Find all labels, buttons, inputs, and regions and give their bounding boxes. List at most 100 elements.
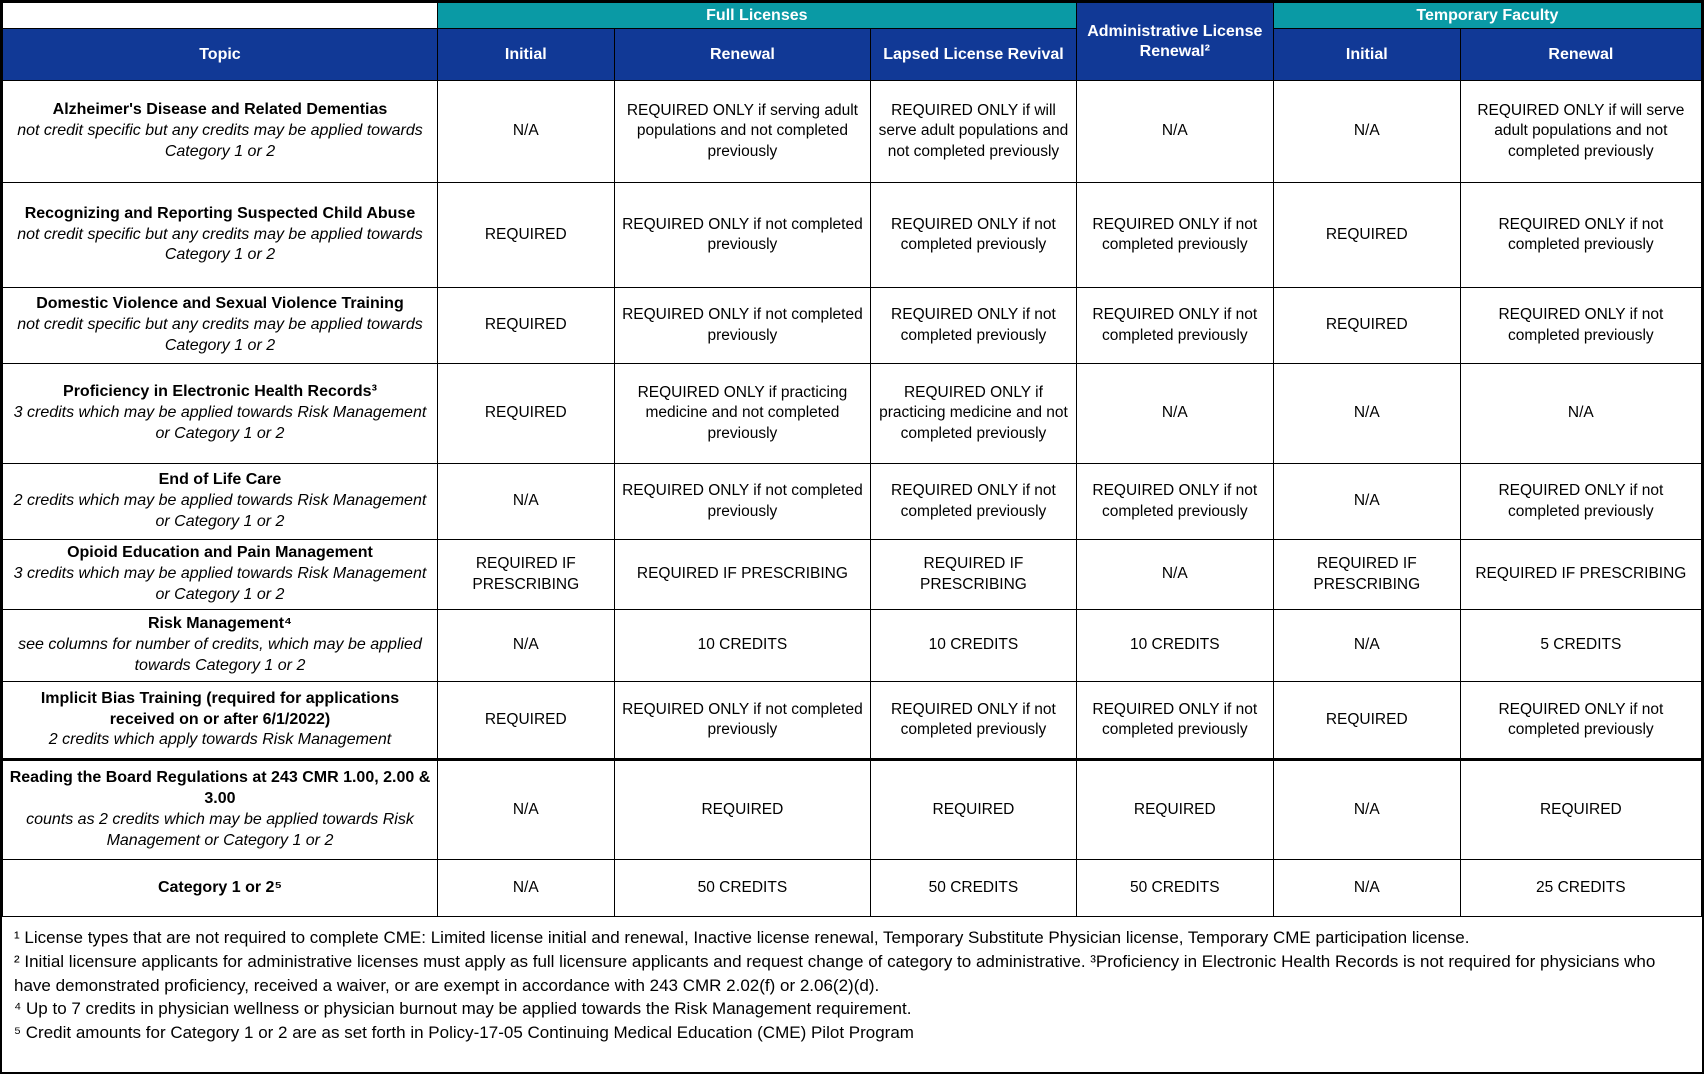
value-cell: REQUIRED [1272, 182, 1461, 288]
table-row-child-abuse: Recognizing and Reporting Suspected Chil… [2, 182, 1703, 288]
topic-cell: Proficiency in Electronic Health Records… [2, 363, 438, 464]
topic-cell: Recognizing and Reporting Suspected Chil… [2, 182, 438, 288]
value-cell: N/A [1272, 759, 1461, 860]
footnote-2-3: ² Initial licensure applicants for admin… [14, 951, 1656, 995]
value-cell: REQUIRED ONLY if not completed previousl… [1459, 681, 1703, 761]
value-cell: REQUIRED ONLY if practicing medicine and… [613, 363, 872, 464]
topic-subtitle: 2 credits which may be applied towards R… [13, 492, 427, 530]
value-cell: 10 CREDITS [870, 609, 1077, 682]
cme-requirements-table: Full Licenses Administrative License Ren… [2, 2, 1703, 917]
topic-title: Risk Management⁴ [147, 615, 292, 633]
topic-title: Proficiency in Electronic Health Records… [63, 383, 377, 401]
value-cell: REQUIRED [1272, 287, 1461, 364]
value-cell: 25 CREDITS [1459, 859, 1703, 917]
topic-subtitle: not credit specific but any credits may … [17, 122, 423, 160]
value-cell: N/A [1272, 363, 1461, 464]
value-cell: 50 CREDITS [870, 859, 1077, 917]
value-cell: 10 CREDITS [1075, 609, 1274, 682]
value-cell: N/A [1075, 363, 1274, 464]
value-cell: REQUIRED IF PRESCRIBING [436, 539, 615, 610]
value-cell: N/A [436, 463, 615, 540]
value-cell: 50 CREDITS [1075, 859, 1274, 917]
value-cell: REQUIRED IF PRESCRIBING [613, 539, 872, 610]
value-cell: 10 CREDITS [613, 609, 872, 682]
column-header-full-initial: Initial [436, 28, 615, 81]
value-cell: REQUIRED ONLY if not completed previousl… [1459, 463, 1703, 540]
table-row-category-1-or-2: Category 1 or 2⁵ N/A 50 CREDITS 50 CREDI… [2, 859, 1703, 917]
header-column-row: Topic Initial Renewal Lapsed License Rev… [2, 28, 1703, 81]
table-row-end-of-life-care: End of Life Care 2 credits which may be … [2, 463, 1703, 540]
value-cell: N/A [1272, 609, 1461, 682]
table-row-risk-management: Risk Management⁴ see columns for number … [2, 609, 1703, 682]
topic-title: Domestic Violence and Sexual Violence Tr… [36, 295, 404, 313]
value-cell: REQUIRED [1075, 759, 1274, 860]
topic-title: Alzheimer's Disease and Related Dementia… [52, 101, 388, 119]
topic-title: Implicit Bias Training (required for app… [40, 689, 400, 728]
value-cell: REQUIRED [1272, 681, 1461, 761]
value-cell: N/A [436, 759, 615, 860]
value-cell: 5 CREDITS [1459, 609, 1703, 682]
topic-subtitle: counts as 2 credits which may be applied… [26, 811, 414, 849]
topic-subtitle: not credit specific but any credits may … [17, 225, 423, 264]
topic-cell: Risk Management⁴ see columns for number … [2, 609, 438, 682]
corner-cell [2, 2, 438, 29]
topic-cell: Category 1 or 2⁵ [2, 859, 438, 917]
value-cell: REQUIRED ONLY if not completed previousl… [613, 287, 872, 364]
column-header-topic: Topic [2, 28, 438, 81]
value-cell: REQUIRED [1459, 759, 1703, 860]
topic-title: Category 1 or 2⁵ [157, 878, 282, 896]
table-row-alzheimers: Alzheimer's Disease and Related Dementia… [2, 80, 1703, 183]
topic-cell: Alzheimer's Disease and Related Dementia… [2, 80, 438, 183]
topic-cell: Implicit Bias Training (required for app… [2, 681, 438, 761]
footnote-1: ¹ License types that are not required to… [14, 928, 1470, 947]
value-cell: REQUIRED IF PRESCRIBING [1272, 539, 1461, 610]
value-cell: REQUIRED ONLY if not completed previousl… [870, 287, 1077, 364]
value-cell: REQUIRED IF PRESCRIBING [1459, 539, 1703, 610]
value-cell: REQUIRED ONLY if serving adult populatio… [613, 80, 872, 183]
value-cell: REQUIRED ONLY if not completed previousl… [613, 681, 872, 761]
value-cell: N/A [1075, 539, 1274, 610]
value-cell: N/A [1272, 80, 1461, 183]
value-cell: REQUIRED [436, 363, 615, 464]
table-row-opioid-education: Opioid Education and Pain Management 3 c… [2, 539, 1703, 610]
value-cell: REQUIRED ONLY if not completed previousl… [1075, 463, 1274, 540]
topic-title: Opioid Education and Pain Management [67, 544, 373, 562]
table-row-board-regulations: Reading the Board Regulations at 243 CMR… [2, 759, 1703, 860]
value-cell: REQUIRED ONLY if not completed previousl… [1075, 681, 1274, 761]
column-header-temp-renewal: Renewal [1459, 28, 1703, 81]
value-cell: REQUIRED [870, 759, 1077, 860]
topic-subtitle: 3 credits which may be applied towards R… [13, 404, 427, 442]
value-cell: N/A [1272, 859, 1461, 917]
column-header-full-renewal: Renewal [613, 28, 872, 81]
topic-subtitle: see columns for number of credits, which… [18, 636, 422, 674]
value-cell: REQUIRED ONLY if not completed previousl… [613, 182, 872, 288]
table-row-ehr-proficiency: Proficiency in Electronic Health Records… [2, 363, 1703, 464]
value-cell: REQUIRED ONLY if not completed previousl… [870, 182, 1077, 288]
table-row-domestic-violence: Domestic Violence and Sexual Violence Tr… [2, 287, 1703, 364]
topic-cell: Reading the Board Regulations at 243 CMR… [2, 759, 438, 860]
value-cell: REQUIRED ONLY if not completed previousl… [1075, 182, 1274, 288]
topic-cell: Domestic Violence and Sexual Violence Tr… [2, 287, 438, 364]
value-cell: REQUIRED [436, 182, 615, 288]
topic-title: End of Life Care [158, 471, 282, 489]
footnote-4: ⁴ Up to 7 credits in physician wellness … [14, 999, 912, 1019]
value-cell: REQUIRED [436, 287, 615, 364]
topic-subtitle: not credit specific but any credits may … [17, 316, 423, 354]
value-cell: REQUIRED IF PRESCRIBING [870, 539, 1077, 610]
topic-subtitle: 3 credits which may be applied towards R… [13, 565, 427, 603]
group-header-temporary-faculty: Temporary Faculty [1272, 2, 1703, 29]
value-cell: 50 CREDITS [613, 859, 872, 917]
value-cell: N/A [436, 609, 615, 682]
header-group-row: Full Licenses Administrative License Ren… [2, 2, 1703, 81]
value-cell: REQUIRED ONLY if not completed previousl… [1075, 287, 1274, 364]
value-cell: REQUIRED ONLY if not completed previousl… [613, 463, 872, 540]
topic-title: Recognizing and Reporting Suspected Chil… [24, 204, 416, 222]
value-cell: REQUIRED ONLY if not completed previousl… [870, 463, 1077, 540]
value-cell: REQUIRED [613, 759, 872, 860]
topic-cell: End of Life Care 2 credits which may be … [2, 463, 438, 540]
value-cell: REQUIRED [436, 681, 615, 761]
column-header-administrative-license-renewal: Administrative License Renewal² [1075, 2, 1274, 81]
value-cell: N/A [1459, 363, 1703, 464]
value-cell: REQUIRED ONLY if will serve adult popula… [1459, 80, 1703, 183]
